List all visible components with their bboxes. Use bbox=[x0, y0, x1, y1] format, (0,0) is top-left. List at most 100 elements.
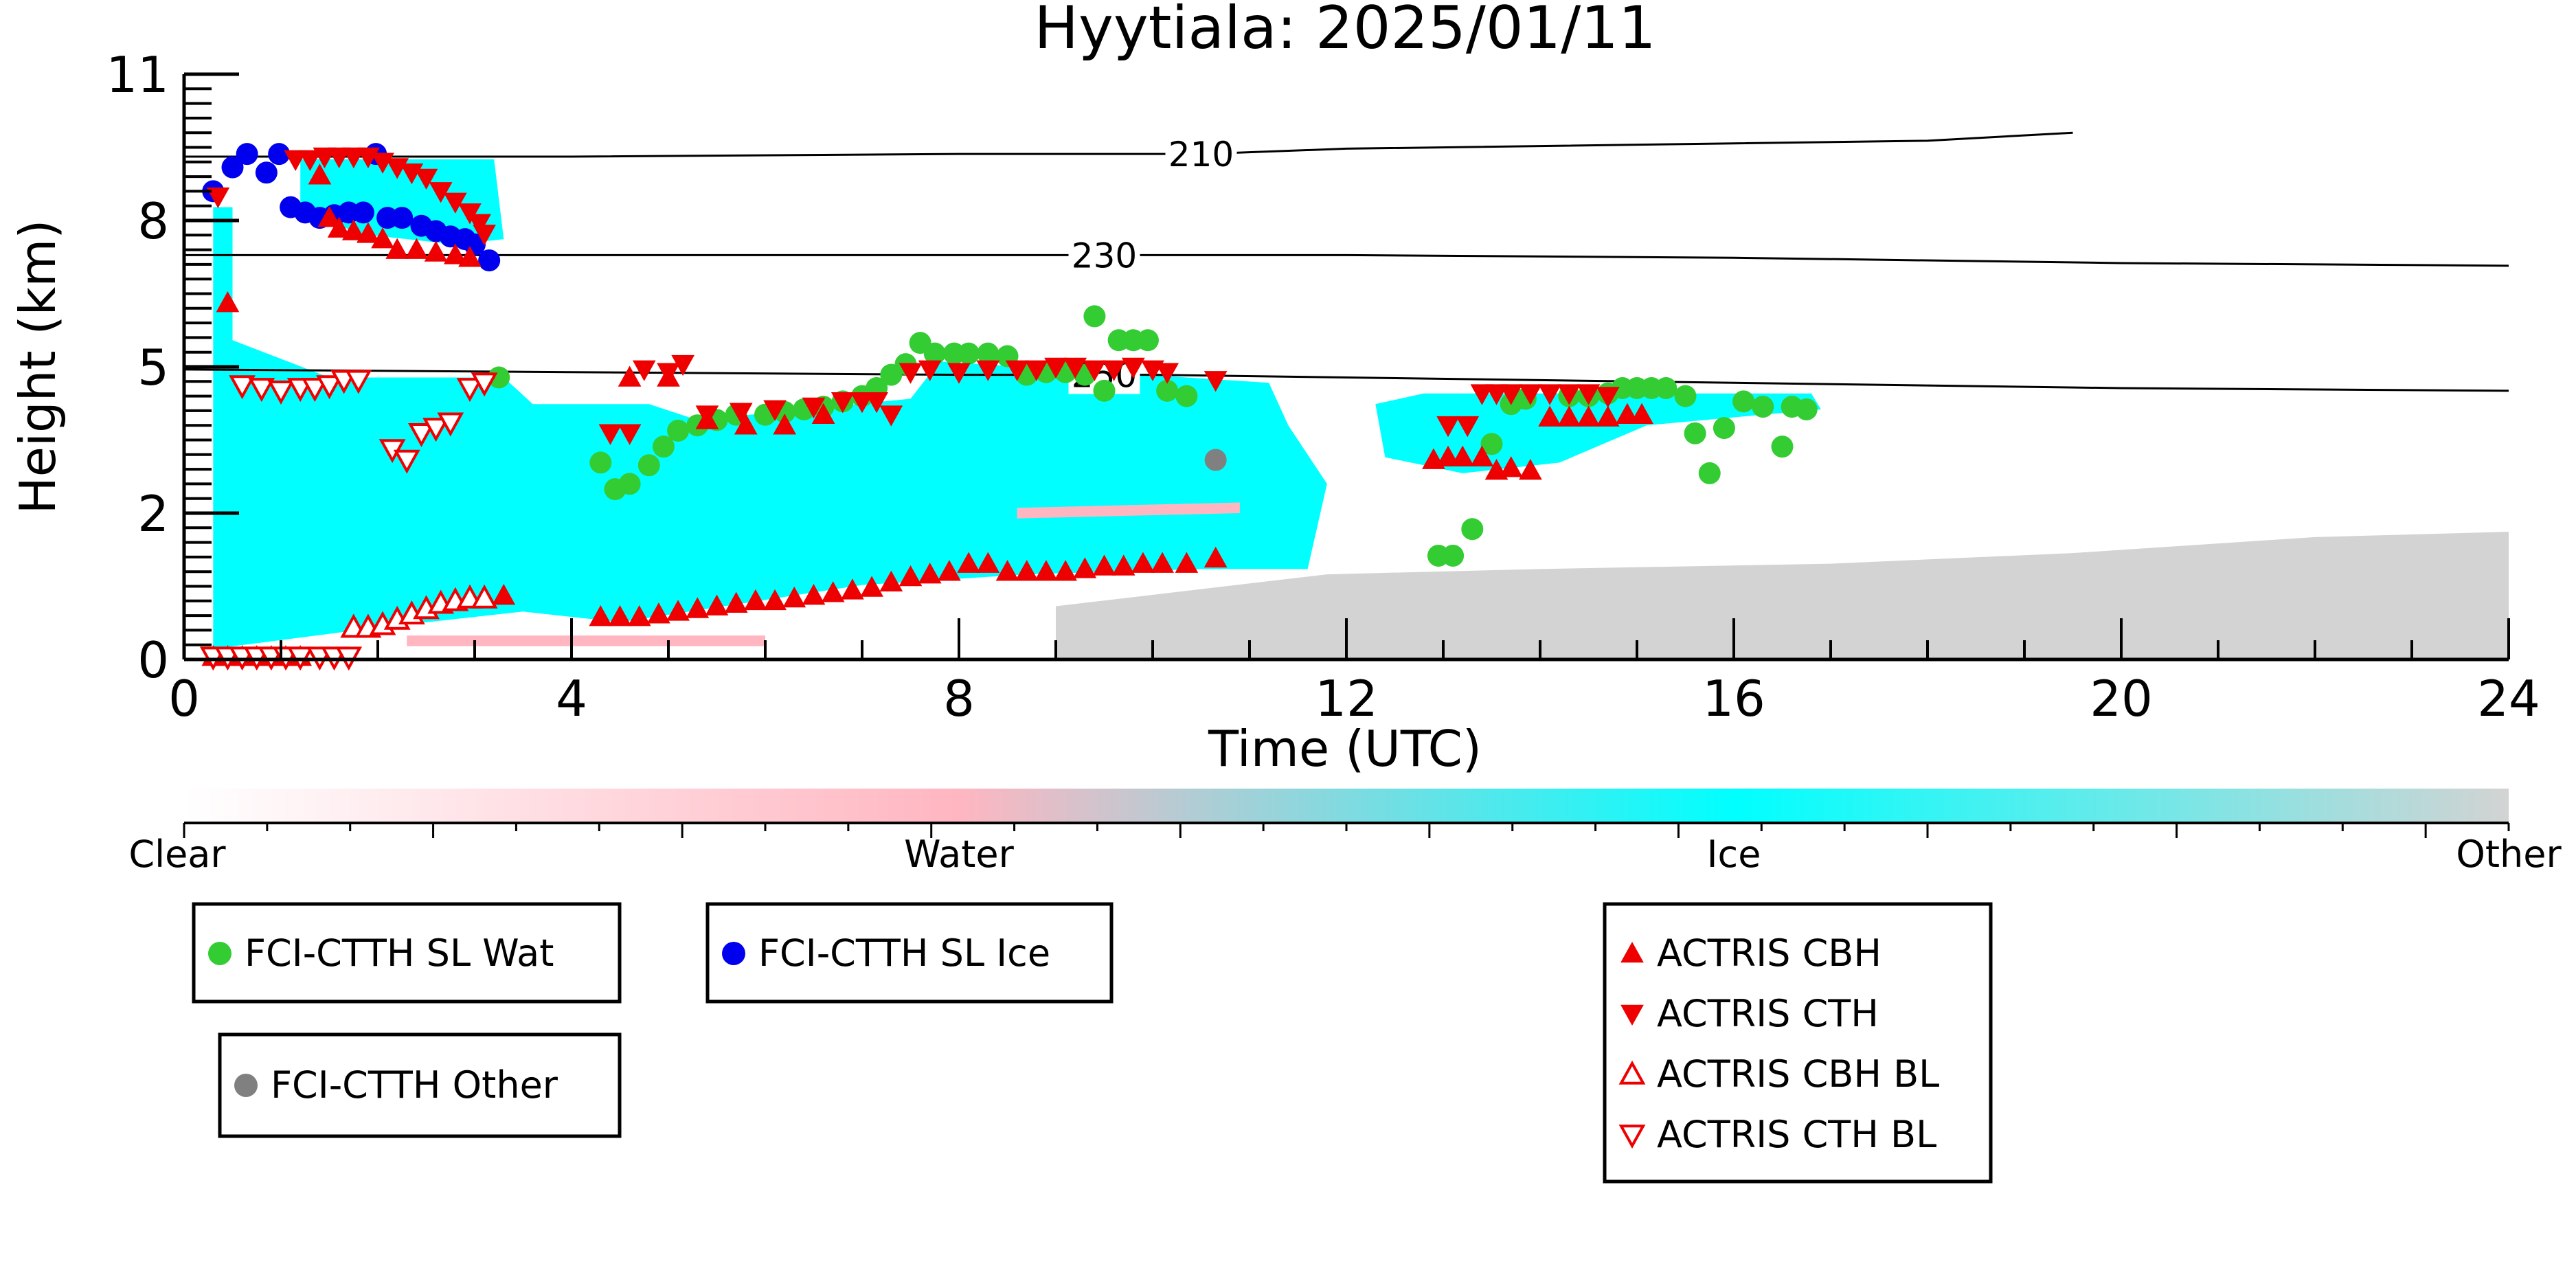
point-actris-cbh bbox=[443, 243, 467, 264]
point-actris-cth bbox=[371, 152, 394, 174]
point-actris-cbh bbox=[357, 222, 380, 243]
point-actris-cth bbox=[1102, 360, 1126, 381]
point-actris-cbh bbox=[1519, 459, 1542, 480]
point-actris-cbh bbox=[608, 605, 632, 626]
point-fci-ctth-sl-wat bbox=[1732, 390, 1755, 413]
point-actris-cth bbox=[850, 392, 874, 414]
point-fci-ctth-sl-wat bbox=[618, 473, 641, 495]
point-actris-cbh bbox=[1073, 557, 1097, 578]
point-actris-cbh bbox=[734, 414, 758, 435]
legend-ice: FCI-CTTH SL Ice bbox=[705, 902, 1114, 1004]
point-fci-ctth-sl-wat bbox=[1771, 436, 1794, 458]
point-fci-ctth-sl-wat bbox=[488, 366, 510, 389]
legend-actris-cth-bl-label: ACTRIS CTH BL bbox=[1657, 1113, 1936, 1156]
point-actris-cbh bbox=[1204, 546, 1228, 568]
point-actris-cbh bbox=[918, 563, 942, 584]
point-actris-cbh bbox=[879, 570, 903, 591]
point-actris-cth-bl bbox=[393, 449, 420, 474]
point-actris-cth bbox=[1499, 384, 1523, 405]
point-fci-ctth-sl-wat bbox=[1175, 385, 1198, 407]
point-fci-ctth-sl-ice bbox=[352, 201, 374, 224]
point-actris-cth bbox=[1557, 384, 1581, 405]
point-actris-cth bbox=[976, 360, 1000, 381]
point-actris-cth bbox=[341, 147, 365, 169]
point-actris-cbh bbox=[705, 594, 729, 615]
point-actris-cbh bbox=[1111, 554, 1136, 576]
point-actris-cbh bbox=[1557, 405, 1581, 427]
point-fci-ctth-sl-wat bbox=[1480, 433, 1503, 455]
point-actris-cth-bl bbox=[229, 375, 256, 400]
point-actris-cbh bbox=[317, 206, 341, 227]
y-tick-label: 0 bbox=[137, 631, 169, 689]
point-actris-cth bbox=[1024, 360, 1048, 381]
legend-actris-cth-label: ACTRIS CTH bbox=[1657, 992, 1879, 1035]
legend-ice-label: FCI-CTTH SL Ice bbox=[758, 931, 1050, 975]
point-actris-cbh bbox=[1470, 445, 1494, 466]
point-actris-cbh bbox=[627, 605, 651, 626]
legend-marker-actris-cbh-bl bbox=[1618, 1060, 1646, 1085]
point-actris-cbh bbox=[1015, 560, 1039, 581]
point-actris-cbh bbox=[492, 584, 516, 605]
point-actris-cth bbox=[1538, 384, 1561, 405]
point-actris-cbh bbox=[666, 600, 690, 621]
legend-actris-cbh-bl-label: ACTRIS CBH BL bbox=[1657, 1052, 1939, 1096]
point-actris-cbh bbox=[1499, 456, 1523, 477]
point-actris-cbh bbox=[1538, 405, 1561, 427]
legend-actris: ACTRIS CBH ACTRIS CTH ACTRIS CBH BL ACTR… bbox=[1603, 902, 1993, 1184]
legend-marker-actris-cth bbox=[1620, 1004, 1644, 1026]
point-actris-cth bbox=[1155, 363, 1179, 384]
point-actris-cth bbox=[1456, 416, 1480, 438]
cloud-region-other bbox=[1056, 532, 2509, 659]
point-actris-cbh bbox=[938, 560, 961, 581]
point-actris-cbh bbox=[1092, 554, 1116, 576]
legend-actris-cbh-label: ACTRIS CBH bbox=[1657, 931, 1882, 975]
point-actris-cbh bbox=[424, 240, 448, 262]
cloud-region-water bbox=[407, 635, 765, 646]
point-actris-cth bbox=[802, 397, 826, 419]
point-actris-cth bbox=[918, 360, 942, 381]
point-fci-ctth-sl-wat bbox=[1093, 379, 1116, 402]
point-actris-cth bbox=[1484, 384, 1509, 405]
point-fci-ctth-sl-wat bbox=[1684, 422, 1706, 444]
point-actris-cth bbox=[598, 424, 622, 445]
point-actris-cth-bl bbox=[471, 372, 498, 397]
point-actris-cth bbox=[473, 225, 496, 246]
point-fci-ctth-sl-ice bbox=[236, 143, 258, 166]
legend-marker-actris-cbh bbox=[1620, 941, 1644, 963]
point-actris-cth-bl bbox=[422, 418, 449, 442]
legend-other-marker bbox=[234, 1074, 258, 1097]
point-actris-cth bbox=[1044, 357, 1067, 379]
point-fci-ctth-sl-wat bbox=[923, 342, 946, 365]
point-actris-cbh bbox=[763, 589, 787, 611]
point-actris-cth bbox=[1005, 360, 1029, 381]
colorbar-label-water: Water bbox=[904, 833, 1014, 876]
x-tick-label: 20 bbox=[2090, 670, 2153, 727]
point-fci-ctth-sl-ice bbox=[478, 249, 501, 272]
point-actris-cth-bl bbox=[437, 412, 464, 437]
point-actris-cth bbox=[298, 150, 322, 171]
point-fci-ctth-sl-wat bbox=[667, 419, 690, 442]
y-tick-label: 8 bbox=[137, 192, 169, 250]
point-actris-cth bbox=[429, 182, 453, 203]
point-actris-cth bbox=[443, 192, 467, 214]
point-fci-ctth-sl-wat bbox=[1136, 329, 1159, 352]
point-actris-cbh bbox=[899, 565, 923, 587]
colorbar-label-other: Other bbox=[2456, 833, 2562, 876]
point-actris-cbh bbox=[1131, 552, 1155, 573]
point-actris-cbh bbox=[782, 586, 806, 608]
point-actris-cbh bbox=[308, 163, 332, 185]
point-fci-ctth-sl-wat bbox=[1442, 544, 1465, 567]
legend-wat-marker bbox=[208, 942, 231, 965]
legend-ice-marker bbox=[722, 942, 745, 965]
point-actris-cbh bbox=[1596, 405, 1620, 427]
legend-actris-markers bbox=[1618, 941, 1646, 1149]
point-fci-ctth-sl-wat bbox=[958, 342, 980, 365]
cloud-mask bbox=[213, 159, 2509, 659]
point-actris-cth-bl bbox=[248, 378, 275, 403]
point-actris-cth bbox=[947, 363, 971, 384]
point-actris-cth bbox=[831, 392, 855, 414]
point-actris-cbh bbox=[802, 584, 826, 605]
point-actris-cth bbox=[284, 150, 307, 171]
point-actris-cth bbox=[632, 360, 656, 381]
